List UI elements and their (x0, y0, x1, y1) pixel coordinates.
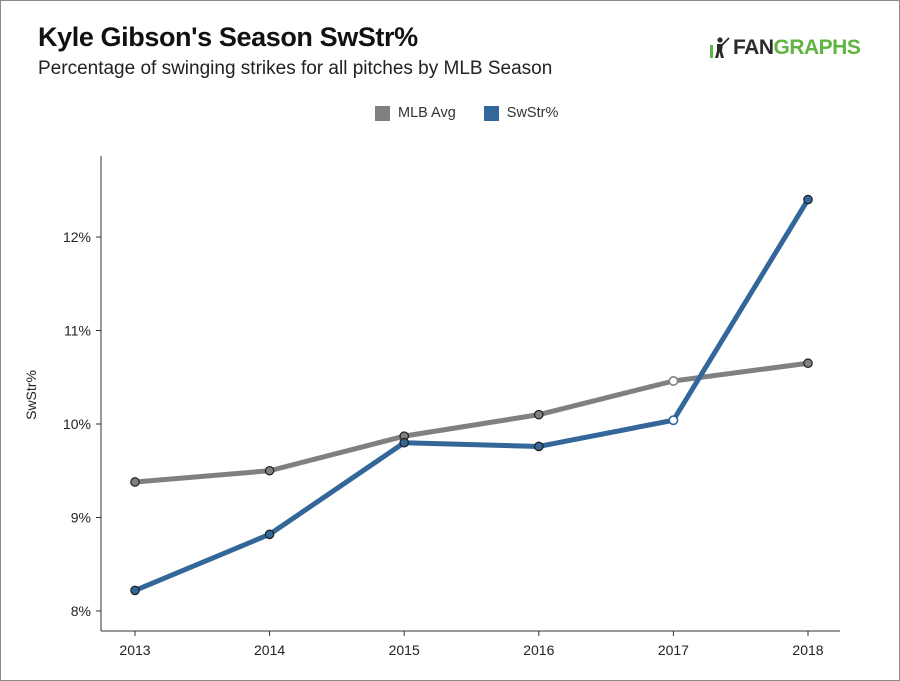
x-tick-label: 2018 (792, 642, 823, 658)
legend-label-mlb-avg: MLB Avg (398, 105, 456, 121)
chart-title: Kyle Gibson's Season SwStr% (38, 22, 418, 52)
logo-text-graphs: GRAPHS (773, 36, 861, 59)
legend-label-swstr: SwStr% (506, 105, 559, 121)
series-1-point (130, 585, 140, 596)
legend: MLB Avg SwStr% (375, 105, 558, 121)
series-line-0 (132, 360, 811, 485)
x-tick-label: 2014 (254, 642, 285, 658)
x-tick-label: 2015 (389, 642, 420, 658)
y-axis-label: SwStr% (23, 370, 39, 420)
y-tick-label: 10% (63, 416, 91, 432)
series-1-point (399, 437, 409, 448)
logo-text-fan: FAN (733, 36, 774, 59)
series-0-point (264, 465, 275, 476)
legend-item-swstr[interactable]: SwStr% (483, 105, 559, 121)
x-tick-label: 2013 (119, 642, 150, 658)
series-1-point (264, 529, 275, 540)
y-tick-label: 8% (71, 603, 91, 619)
series-1-point (668, 415, 679, 426)
series-0-point (803, 358, 813, 369)
y-tick-label: 9% (71, 510, 91, 526)
series-0-point (130, 477, 140, 487)
y-tick-label: 12% (63, 229, 91, 245)
x-tick-label: 2017 (658, 642, 689, 658)
series-1-point (803, 194, 813, 205)
x-tick-label: 2016 (523, 642, 554, 658)
fangraphs-logo: FAN GRAPHS (708, 36, 861, 60)
legend-item-mlb-avg[interactable]: MLB Avg (375, 105, 456, 121)
series-line-1 (132, 197, 811, 593)
series-1-point (533, 441, 544, 452)
legend-swatch-swstr (483, 105, 499, 121)
series-0-point (668, 375, 679, 386)
fangraphs-batter-icon (710, 37, 730, 58)
y-tick-label: 11% (64, 323, 91, 339)
legend-swatch-mlb-avg (375, 105, 390, 121)
series-0-point (533, 409, 544, 420)
chart-subtitle: Percentage of swinging strikes for all p… (38, 58, 553, 79)
